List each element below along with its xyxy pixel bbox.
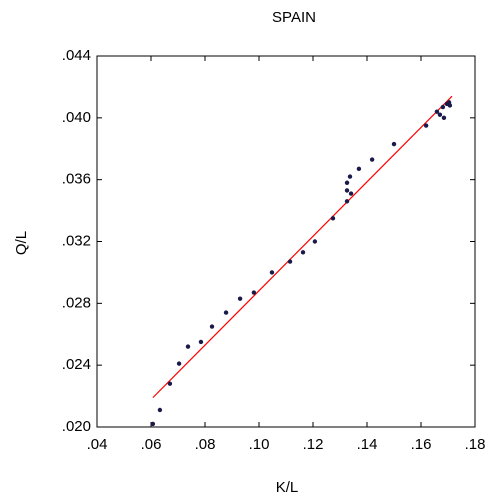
point — [344, 199, 350, 204]
y-tick-label: .032 — [62, 232, 91, 249]
y-axis-label: Q/L — [13, 231, 30, 255]
point — [209, 324, 215, 329]
x-tick-label: .12 — [303, 436, 324, 453]
point — [300, 250, 306, 255]
point — [198, 339, 204, 345]
point — [167, 381, 173, 386]
point — [150, 421, 156, 427]
x-tick-label: .04 — [87, 436, 108, 453]
point — [176, 361, 182, 366]
point — [441, 115, 447, 121]
point — [344, 180, 350, 185]
x-tick-label: .08 — [195, 436, 216, 453]
point — [434, 109, 440, 114]
point — [223, 310, 229, 315]
x-tick-label: .10 — [249, 436, 270, 453]
point — [348, 191, 354, 196]
fit-line — [152, 95, 453, 399]
plot-frame — [96, 55, 476, 428]
x-tick-label: .14 — [357, 436, 378, 453]
point — [369, 157, 375, 162]
y-tick-label: .036 — [62, 171, 91, 188]
point — [287, 259, 293, 264]
y-tick-label: .028 — [62, 294, 91, 311]
point — [237, 296, 243, 301]
point — [440, 104, 446, 110]
x-axis-label: K/L — [276, 479, 299, 496]
y-tick-label: .044 — [62, 47, 91, 64]
point — [185, 344, 191, 349]
y-tick-label: .024 — [62, 356, 91, 373]
point — [447, 103, 453, 108]
y-tick-label: .020 — [62, 418, 91, 435]
point — [356, 166, 362, 172]
point — [423, 123, 429, 128]
chart-title: SPAIN — [272, 9, 316, 26]
point — [157, 407, 163, 413]
point — [391, 141, 397, 147]
point — [330, 216, 336, 221]
point — [312, 239, 318, 244]
point — [344, 188, 350, 193]
point — [269, 270, 275, 275]
x-tick-label: .06 — [141, 436, 162, 453]
x-tick-label: .16 — [411, 436, 432, 453]
x-tick-label: .18 — [465, 436, 486, 453]
point — [437, 112, 443, 117]
point — [251, 290, 257, 295]
point — [347, 174, 353, 179]
y-tick-label: .040 — [62, 109, 91, 126]
